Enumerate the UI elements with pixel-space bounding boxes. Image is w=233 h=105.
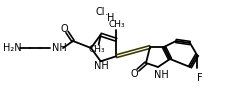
Text: H: H [107, 13, 115, 23]
Text: H₂N: H₂N [3, 43, 21, 53]
Text: NH: NH [52, 43, 66, 53]
Text: CH₃: CH₃ [108, 20, 125, 29]
Text: NH: NH [94, 61, 109, 71]
Text: Cl: Cl [95, 7, 105, 17]
Text: NH: NH [154, 70, 168, 80]
Text: O: O [130, 69, 138, 79]
Text: F: F [197, 73, 203, 83]
Text: O: O [60, 24, 68, 34]
Text: ·: · [105, 10, 109, 20]
Text: CH₃: CH₃ [88, 45, 105, 54]
